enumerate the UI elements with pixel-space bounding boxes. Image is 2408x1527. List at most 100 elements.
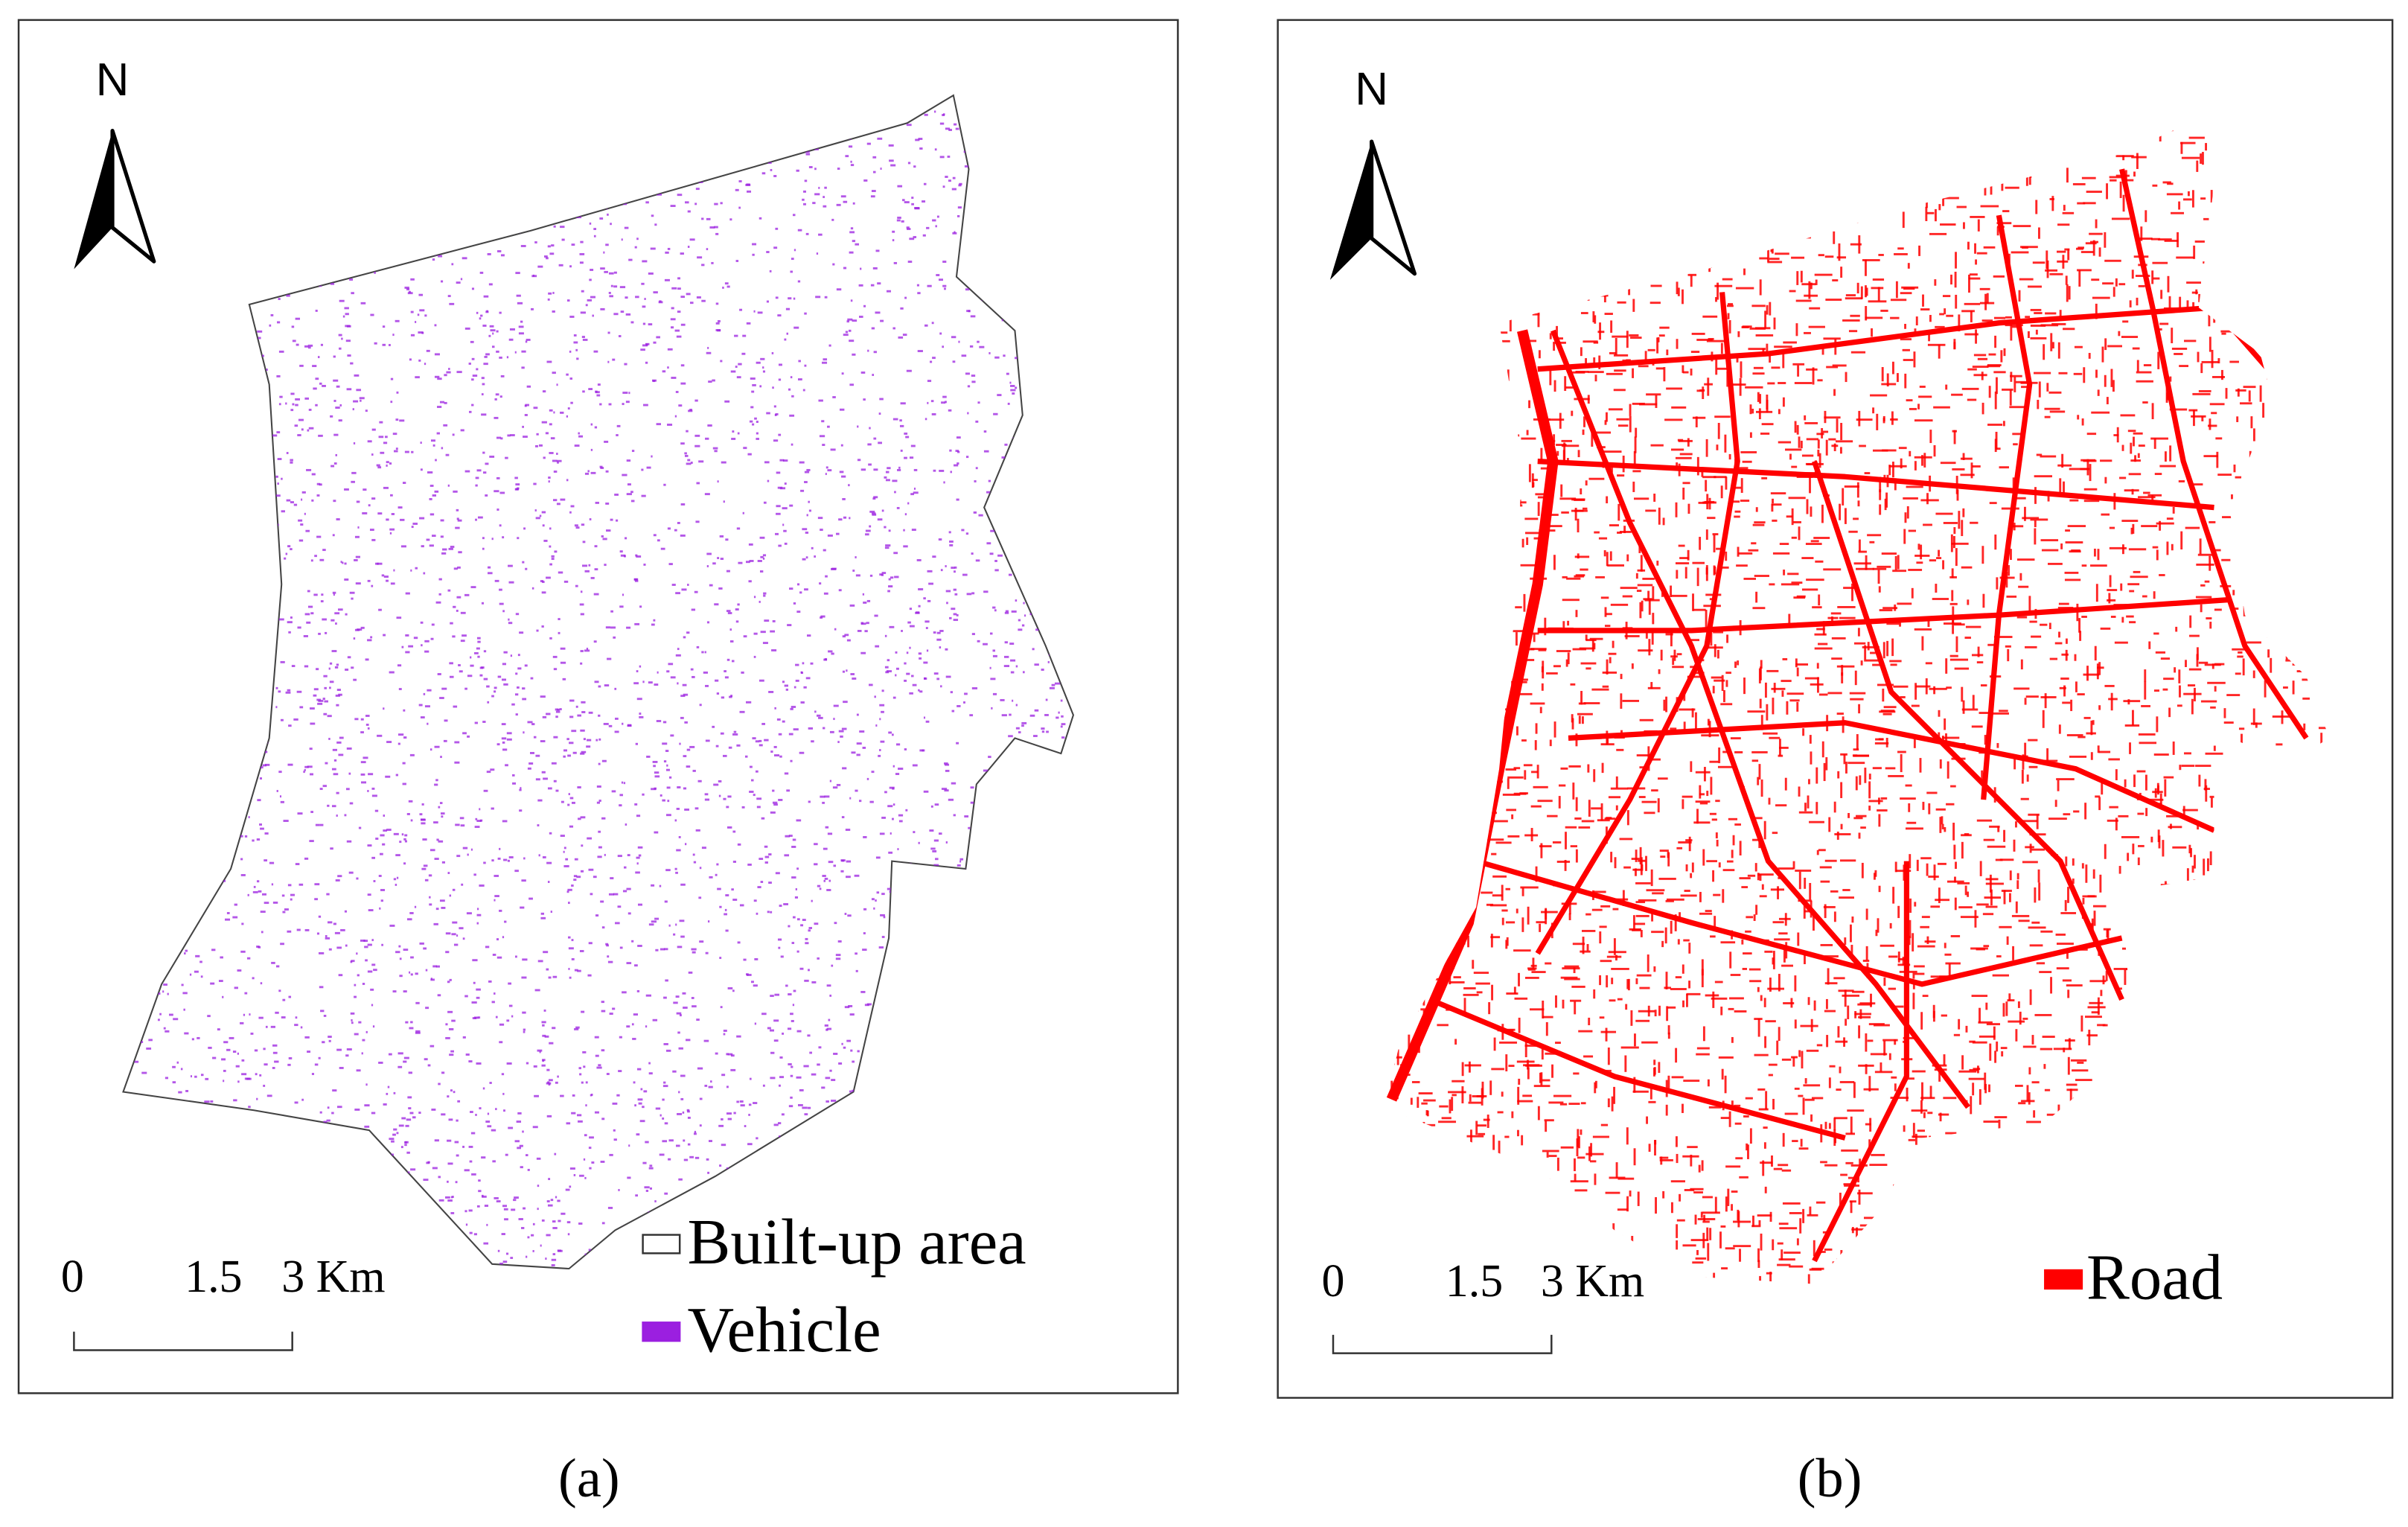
- vehicle-dot: [816, 252, 819, 255]
- vehicle-dot: [841, 727, 847, 730]
- vehicle-dot: [563, 850, 565, 853]
- vehicle-dot: [840, 735, 843, 738]
- vehicle-dot: [427, 689, 432, 692]
- vehicle-dot: [266, 369, 268, 371]
- vehicle-dot: [499, 909, 502, 912]
- vehicle-dot: [448, 547, 453, 550]
- vehicle-dot: [607, 955, 610, 958]
- vehicle-dot: [355, 555, 360, 558]
- vehicle-dot: [686, 765, 691, 768]
- vehicle-dot: [743, 958, 747, 961]
- vehicle-dot: [429, 544, 434, 547]
- vehicle-dot: [399, 419, 405, 422]
- vehicle-dot: [269, 324, 272, 327]
- vehicle-dot: [329, 662, 333, 665]
- vehicle-dot: [965, 372, 970, 375]
- vehicle-dot: [963, 150, 966, 153]
- vehicle-dot: [241, 1073, 247, 1076]
- vehicle-dot: [667, 247, 671, 250]
- vehicle-dot: [304, 397, 309, 400]
- vehicle-dot: [802, 528, 808, 531]
- vehicle-dot: [380, 451, 385, 454]
- vehicle-dot: [983, 430, 987, 433]
- vehicle-dot: [490, 329, 496, 332]
- vehicle-dot: [764, 619, 770, 622]
- vehicle-dot: [680, 296, 685, 299]
- vehicle-dot: [494, 992, 496, 995]
- vehicle-dot: [581, 1010, 585, 1013]
- vehicle-dot: [664, 900, 668, 903]
- vehicle-dot: [805, 937, 808, 940]
- vehicle-dot: [730, 1068, 736, 1071]
- vehicle-dot: [741, 671, 744, 674]
- vehicle-dot: [386, 741, 392, 744]
- vehicle-dot: [760, 357, 765, 360]
- vehicle-dot: [777, 1122, 782, 1125]
- vehicle-dot: [945, 841, 948, 844]
- vehicle-dot: [584, 1134, 587, 1137]
- vehicle-dot: [533, 407, 538, 409]
- vehicle-dot: [798, 360, 801, 363]
- vehicle-dot: [571, 730, 577, 733]
- vehicle-dot: [723, 797, 726, 800]
- vehicle-dot: [803, 190, 806, 193]
- vehicle-dot: [957, 206, 962, 209]
- vehicle-dot: [300, 523, 304, 526]
- vehicle-dot: [793, 728, 799, 731]
- vehicle-dot: [546, 257, 549, 260]
- vehicle-dot: [680, 935, 685, 938]
- vehicle-dot: [915, 611, 920, 614]
- vehicle-dot: [796, 950, 799, 953]
- vehicle-dot: [333, 759, 337, 762]
- vehicle-dot: [834, 628, 837, 631]
- vehicle-dot: [294, 424, 298, 427]
- vehicle-dot: [857, 459, 861, 462]
- vehicle-dot: [464, 327, 470, 330]
- vehicle-dot: [764, 845, 768, 848]
- vehicle-dot: [481, 377, 485, 380]
- vehicle-dot: [978, 514, 983, 517]
- vehicle-dot: [665, 251, 669, 254]
- vehicle-dot: [275, 475, 278, 478]
- vehicle-dot: [887, 659, 890, 662]
- vehicle-dot: [310, 811, 313, 814]
- vehicle-dot: [833, 1053, 838, 1055]
- vehicle-dot: [354, 1108, 360, 1111]
- vehicle-dot: [790, 270, 793, 273]
- vehicle-dot: [438, 806, 441, 809]
- vehicle-dot: [892, 418, 898, 421]
- vehicle-dot: [775, 296, 779, 299]
- vehicle-dot: [658, 301, 663, 304]
- vehicle-dot: [392, 334, 395, 337]
- vehicle-dot: [926, 226, 930, 229]
- vehicle-dot: [791, 258, 794, 261]
- vehicle-dot: [738, 363, 742, 366]
- vehicle-dot: [677, 1031, 680, 1034]
- vehicle-dot: [376, 464, 380, 467]
- vehicle-dot: [311, 473, 316, 476]
- vehicle-dot: [872, 267, 878, 270]
- vehicle-dot: [290, 893, 295, 896]
- vehicle-dot: [983, 450, 989, 453]
- vehicle-dot: [657, 539, 660, 542]
- vehicle-dot: [737, 603, 740, 606]
- vehicle-dot: [587, 974, 592, 977]
- vehicle-dot: [318, 434, 323, 437]
- vehicle-dot: [687, 1110, 690, 1113]
- vehicle-dot: [421, 867, 427, 870]
- vehicle-dot: [783, 529, 787, 532]
- vehicle-dot: [855, 574, 860, 577]
- vehicle-dot: [313, 387, 317, 390]
- vehicle-dot: [447, 295, 451, 298]
- vehicle-dot: [756, 438, 759, 440]
- vehicle-dot: [738, 561, 743, 564]
- vehicle-dot: [764, 855, 770, 858]
- vehicle-dot: [872, 156, 877, 159]
- vehicle-dot: [906, 226, 910, 229]
- vehicle-dot: [983, 643, 988, 645]
- vehicle-dot: [547, 881, 550, 883]
- vehicle-dot: [496, 1200, 501, 1202]
- vehicle-dot: [367, 970, 373, 973]
- vehicle-dot: [1011, 610, 1017, 613]
- vehicle-dot: [223, 1041, 229, 1044]
